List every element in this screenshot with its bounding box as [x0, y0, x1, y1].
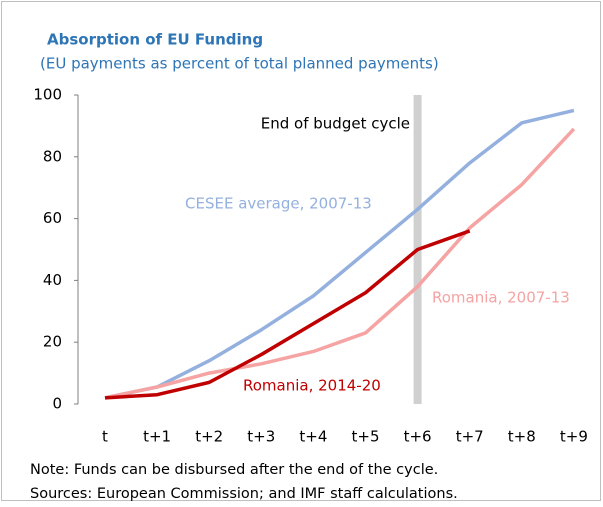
y-tick-label: 40 — [43, 271, 62, 289]
chart-title: Absorption of EU Funding — [47, 31, 263, 49]
annotation: End of budget cycle — [261, 115, 410, 133]
series-label: Romania, 2014-20 — [243, 377, 381, 395]
note: Note: Funds can be disbursed after the e… — [30, 462, 438, 478]
y-tick-label: 60 — [43, 209, 62, 227]
series-label: CESEE average, 2007-13 — [185, 195, 372, 213]
x-tick-label: t+7 — [456, 428, 484, 446]
x-tick-label: t+5 — [352, 428, 380, 446]
x-tick-label: t — [102, 428, 108, 446]
y-tick-label: 80 — [43, 147, 62, 165]
x-tick-label: t+3 — [247, 428, 275, 446]
x-tick-label: t+9 — [560, 428, 588, 446]
x-tick-label: t+6 — [404, 428, 432, 446]
chart-subtitle: (EU payments as percent of total planned… — [40, 55, 439, 73]
series-line — [104, 108, 575, 400]
x-tick-label: t+1 — [143, 428, 171, 446]
series-line — [104, 127, 576, 400]
x-tick-label: t+4 — [299, 428, 327, 446]
x-tick-label: t+8 — [508, 428, 536, 446]
y-tick-label: 100 — [33, 86, 62, 104]
series-label: Romania, 2007-13 — [432, 289, 570, 307]
sources: Sources: European Commission; and IMF st… — [30, 486, 458, 502]
y-tick-label: 20 — [43, 333, 62, 351]
x-tick-label: t+2 — [195, 428, 223, 446]
series-line — [104, 229, 471, 400]
y-tick-label: 0 — [52, 395, 62, 413]
